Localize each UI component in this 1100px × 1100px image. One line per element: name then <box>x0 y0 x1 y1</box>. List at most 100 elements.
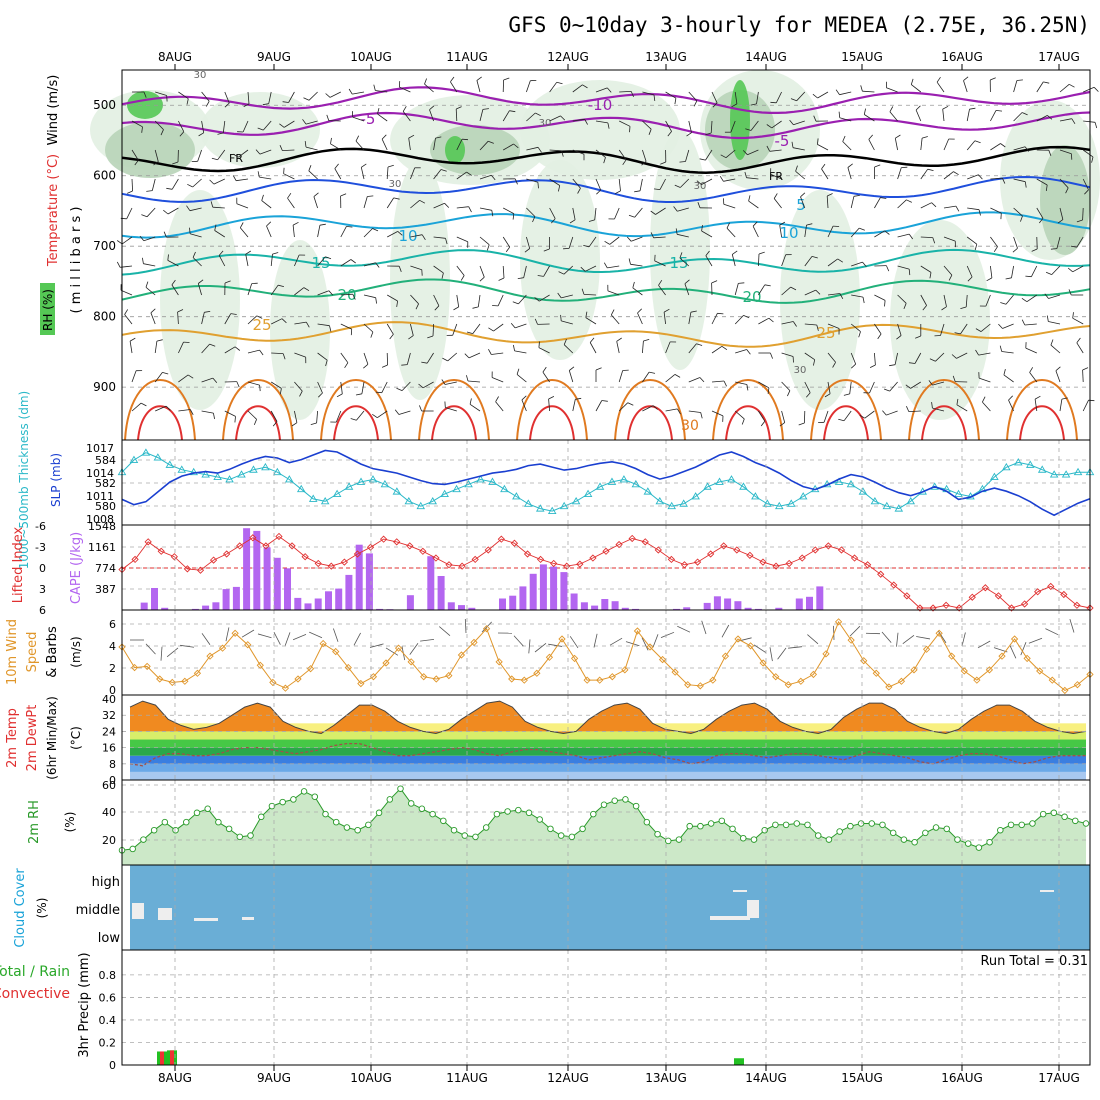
rh2m-marker <box>225 825 233 833</box>
wind-barb-flag <box>815 289 821 295</box>
rh2m-marker <box>515 806 522 814</box>
wind-barb <box>445 407 457 412</box>
wind-barb <box>572 178 581 189</box>
lifted-index-marker <box>314 559 322 568</box>
wind-barb-flag <box>1021 319 1026 326</box>
wind-barb <box>793 120 805 126</box>
wind-barb-flag <box>779 422 785 427</box>
wind10-barb <box>201 633 211 646</box>
wind10-barb <box>534 643 547 653</box>
wind-barb <box>779 225 782 238</box>
wind-barb <box>1082 369 1084 383</box>
wind-barb <box>843 410 852 421</box>
wind-barb <box>491 352 504 355</box>
thickness-marker <box>786 499 796 507</box>
wind-barb <box>121 236 133 245</box>
wind-barb <box>631 236 643 242</box>
wind-barb-flag <box>381 134 387 140</box>
wind-barb <box>410 167 416 180</box>
wind-barb <box>335 410 342 423</box>
wind10-marker <box>834 618 843 626</box>
temperature-contour-lower <box>614 379 686 441</box>
wind10-barb <box>961 632 966 647</box>
wind10-barb <box>777 647 787 660</box>
lifted-index-marker <box>353 550 362 558</box>
rh2m-marker <box>729 825 736 833</box>
wind-barb <box>850 227 860 238</box>
wind-barb <box>213 178 225 185</box>
wind-barb <box>932 407 945 412</box>
wind-barb-flag <box>843 393 850 396</box>
wind-barb-flag <box>517 277 524 279</box>
rh2m-marker <box>825 836 833 843</box>
cape-bar <box>355 544 363 610</box>
wind10-marker <box>734 635 742 643</box>
wind10-marker <box>244 641 252 649</box>
wind-barb <box>701 230 713 238</box>
lifted-index-marker <box>406 542 414 550</box>
lifted-index-marker <box>563 562 571 570</box>
wind-barb-flag <box>217 132 224 135</box>
rh2m-marker <box>654 830 661 838</box>
wind-barb <box>1059 178 1069 189</box>
wind-barb-flag <box>160 129 164 136</box>
wind10-marker <box>772 673 780 681</box>
wind-barb <box>864 410 875 419</box>
wind-barb-flag <box>514 178 518 185</box>
wind-barb <box>965 294 968 308</box>
wind-barb-flag <box>236 381 240 388</box>
wind-barb-flag <box>719 175 724 182</box>
wind-barb-flag <box>243 103 250 107</box>
wind-barb <box>734 410 745 420</box>
thickness-marker <box>488 477 497 485</box>
lifted-index-marker <box>209 556 218 564</box>
wind-barb-flag <box>560 314 562 321</box>
wind-barb <box>259 149 272 155</box>
wind-barb-flag <box>869 364 876 368</box>
wind-barb-flag <box>396 387 403 391</box>
wind-barb-flag <box>398 266 402 272</box>
thickness-marker <box>285 475 294 483</box>
wind-barb <box>247 315 258 325</box>
wind-barb-flag <box>585 311 588 318</box>
wind10-marker <box>910 666 918 674</box>
rh2m-marker <box>407 800 415 807</box>
thickness-marker <box>296 484 306 493</box>
lifted-index-marker <box>497 535 505 543</box>
rh2m-marker <box>300 788 308 795</box>
wind-barb <box>769 149 782 152</box>
wind-barb <box>642 371 650 383</box>
wind-barb-flag <box>495 396 499 402</box>
wind-barb-flag <box>163 231 167 238</box>
thickness-marker <box>631 479 641 488</box>
thickness-marker <box>165 460 175 468</box>
wind-barb-flag <box>303 97 310 101</box>
cape-bar <box>570 593 578 610</box>
wind-barb <box>1059 149 1072 155</box>
wind10-marker <box>281 684 290 692</box>
wind-barb-flag <box>435 136 442 139</box>
ylabel-temp2m-unit: (°C) <box>69 726 83 750</box>
wind10-marker <box>696 682 704 690</box>
thickness-tick-label: 582 <box>95 477 116 490</box>
rh-blob <box>890 220 990 420</box>
wind10-barb <box>977 640 991 649</box>
cloud-gap <box>194 918 218 921</box>
wind10-marker <box>658 655 667 664</box>
wind-barb-flag <box>291 422 298 427</box>
lifted-index-marker <box>236 542 244 550</box>
wind-barb <box>386 197 395 209</box>
wind-barb <box>313 196 318 209</box>
wind-barb <box>1005 294 1014 305</box>
lifted-index-marker <box>471 555 479 564</box>
wind-barb <box>447 352 458 362</box>
temperature-contour-lower <box>627 405 673 441</box>
wind-barb-flag <box>210 201 214 208</box>
wind10-marker <box>357 679 365 688</box>
wind-barb-flag <box>230 313 237 315</box>
cape-bar <box>499 598 506 610</box>
wind-barb <box>680 178 690 188</box>
wind-barb-flag <box>462 138 469 141</box>
ylabel-wind10: 10m Wind <box>5 619 20 685</box>
wind-barb-flag <box>1045 184 1048 191</box>
